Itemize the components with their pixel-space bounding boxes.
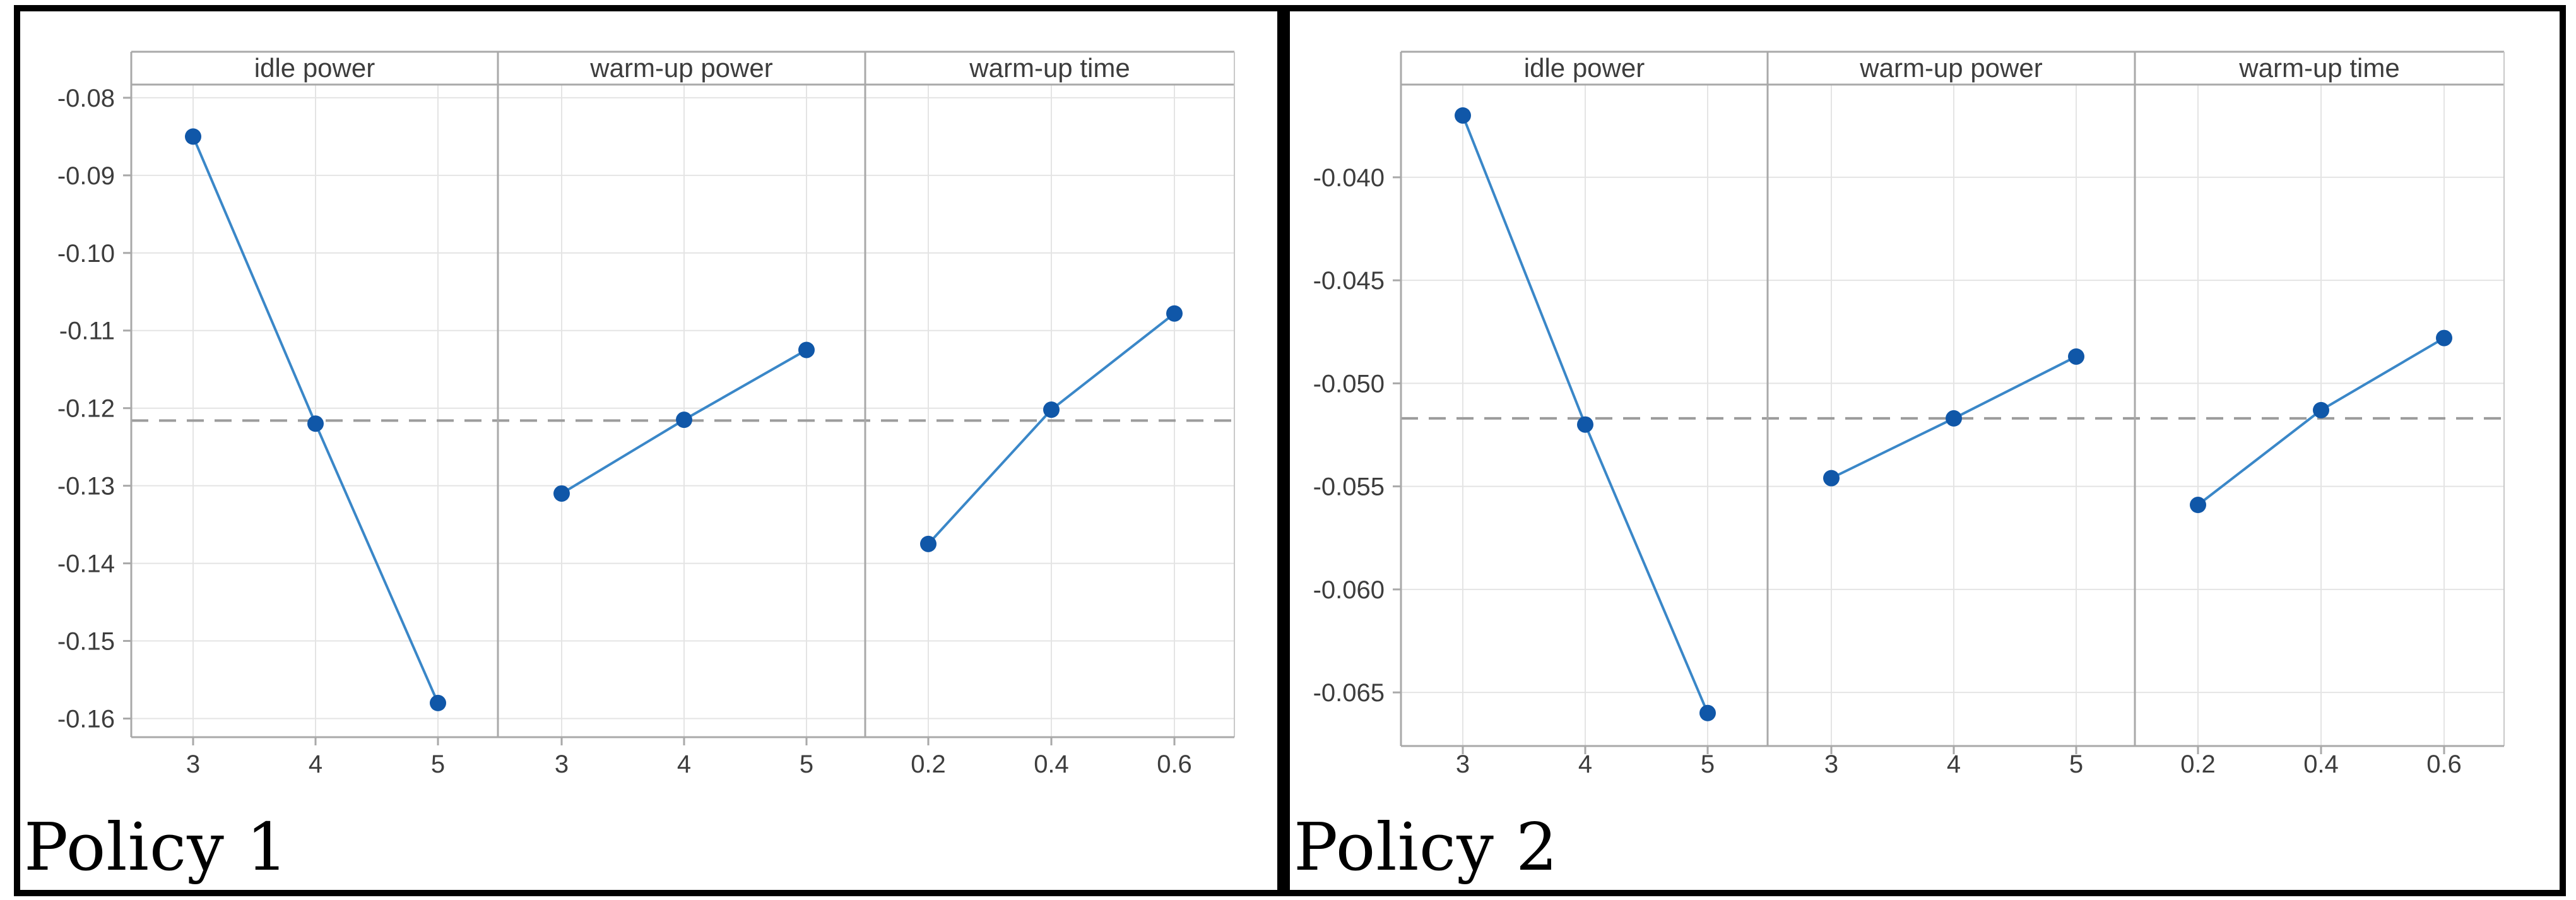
panel-title: idle power bbox=[1524, 53, 1645, 83]
y-tick-label: -0.12 bbox=[57, 395, 115, 423]
figure-policy-1: -0.08 -0.09 -0.10 -0.11 -0.12 -0.13 -0.14 -0.15… bbox=[14, 5, 1284, 896]
data-point bbox=[920, 535, 936, 552]
x-tick-label: 3 bbox=[186, 750, 200, 778]
policy-2-caption: Policy 2 bbox=[1294, 808, 1559, 885]
x-tick-label: 0.2 bbox=[2180, 750, 2216, 778]
data-point bbox=[2190, 497, 2206, 514]
data-point bbox=[1823, 470, 1840, 487]
data-point bbox=[798, 341, 815, 358]
figure-border bbox=[1284, 5, 2566, 896]
data-point bbox=[1699, 704, 1716, 721]
x-tick-label: 0.2 bbox=[911, 750, 946, 778]
x-tick-label: 0.6 bbox=[1157, 750, 1192, 778]
data-point bbox=[185, 128, 201, 145]
y-tick-label: -0.050 bbox=[1313, 370, 1385, 398]
panel-title: warm-up time bbox=[969, 53, 1130, 83]
y-tick-label: -0.14 bbox=[57, 550, 115, 578]
figure-border bbox=[14, 5, 1284, 896]
y-tick-label: -0.08 bbox=[57, 85, 115, 112]
y-tick-label: -0.16 bbox=[57, 705, 115, 733]
data-point bbox=[307, 415, 324, 432]
y-tick-label: -0.13 bbox=[57, 473, 115, 500]
x-tick-label: 0.4 bbox=[1034, 750, 1069, 778]
x-tick-label: 0.4 bbox=[2303, 750, 2339, 778]
data-point bbox=[553, 485, 570, 502]
x-tick-label: 5 bbox=[431, 750, 445, 778]
x-tick-label: 5 bbox=[800, 750, 813, 778]
data-point bbox=[1577, 416, 1593, 433]
panel-title: idle power bbox=[254, 53, 375, 83]
x-tick-label: 3 bbox=[555, 750, 569, 778]
x-tick-label: 4 bbox=[1947, 750, 1961, 778]
y-tick-label: -0.11 bbox=[59, 317, 115, 345]
y-tick-label: -0.060 bbox=[1313, 576, 1385, 604]
y-tick-label: -0.10 bbox=[57, 240, 115, 268]
figure-policy-2: -0.040 -0.045 -0.050 -0.055 -0.060 -0.065 3 4 5 3… bbox=[1284, 5, 2566, 896]
panel-title: warm-up time bbox=[2238, 53, 2399, 83]
x-tick-label: 0.6 bbox=[2426, 750, 2462, 778]
policy-1-caption: Policy 1 bbox=[24, 808, 289, 885]
data-point bbox=[2068, 348, 2084, 365]
x-tick-label: 4 bbox=[677, 750, 691, 778]
x-tick-label: 4 bbox=[309, 750, 322, 778]
y-tick-label: -0.065 bbox=[1313, 679, 1385, 707]
data-point bbox=[430, 694, 446, 711]
data-point bbox=[2313, 401, 2329, 418]
x-tick-label: 5 bbox=[2069, 750, 2083, 778]
panel-title: warm-up power bbox=[589, 53, 772, 83]
data-point bbox=[676, 412, 692, 429]
x-tick-label: 3 bbox=[1456, 750, 1470, 778]
x-tick-label: 4 bbox=[1578, 750, 1592, 778]
panel-title: warm-up power bbox=[1859, 53, 2042, 83]
x-tick-label: 3 bbox=[1824, 750, 1838, 778]
main-effects-chart-policy-1: -0.08 -0.09 -0.10 -0.11 -0.12 -0.13 -0.14 -0.15… bbox=[14, 5, 1284, 896]
data-point bbox=[1043, 401, 1060, 418]
y-tick-label: -0.040 bbox=[1313, 164, 1385, 192]
y-tick-label: -0.045 bbox=[1313, 267, 1385, 295]
y-tick-label: -0.055 bbox=[1313, 473, 1385, 501]
main-effects-chart-policy-2: -0.040 -0.045 -0.050 -0.055 -0.060 -0.065 3 4 5 3… bbox=[1284, 5, 2566, 896]
data-point bbox=[1946, 410, 1962, 427]
data-point bbox=[1166, 305, 1183, 322]
x-tick-label: 5 bbox=[1701, 750, 1715, 778]
y-tick-label: -0.09 bbox=[57, 162, 115, 190]
y-tick-label: -0.15 bbox=[57, 628, 115, 656]
data-point bbox=[1455, 107, 1471, 124]
data-point bbox=[2436, 329, 2452, 346]
